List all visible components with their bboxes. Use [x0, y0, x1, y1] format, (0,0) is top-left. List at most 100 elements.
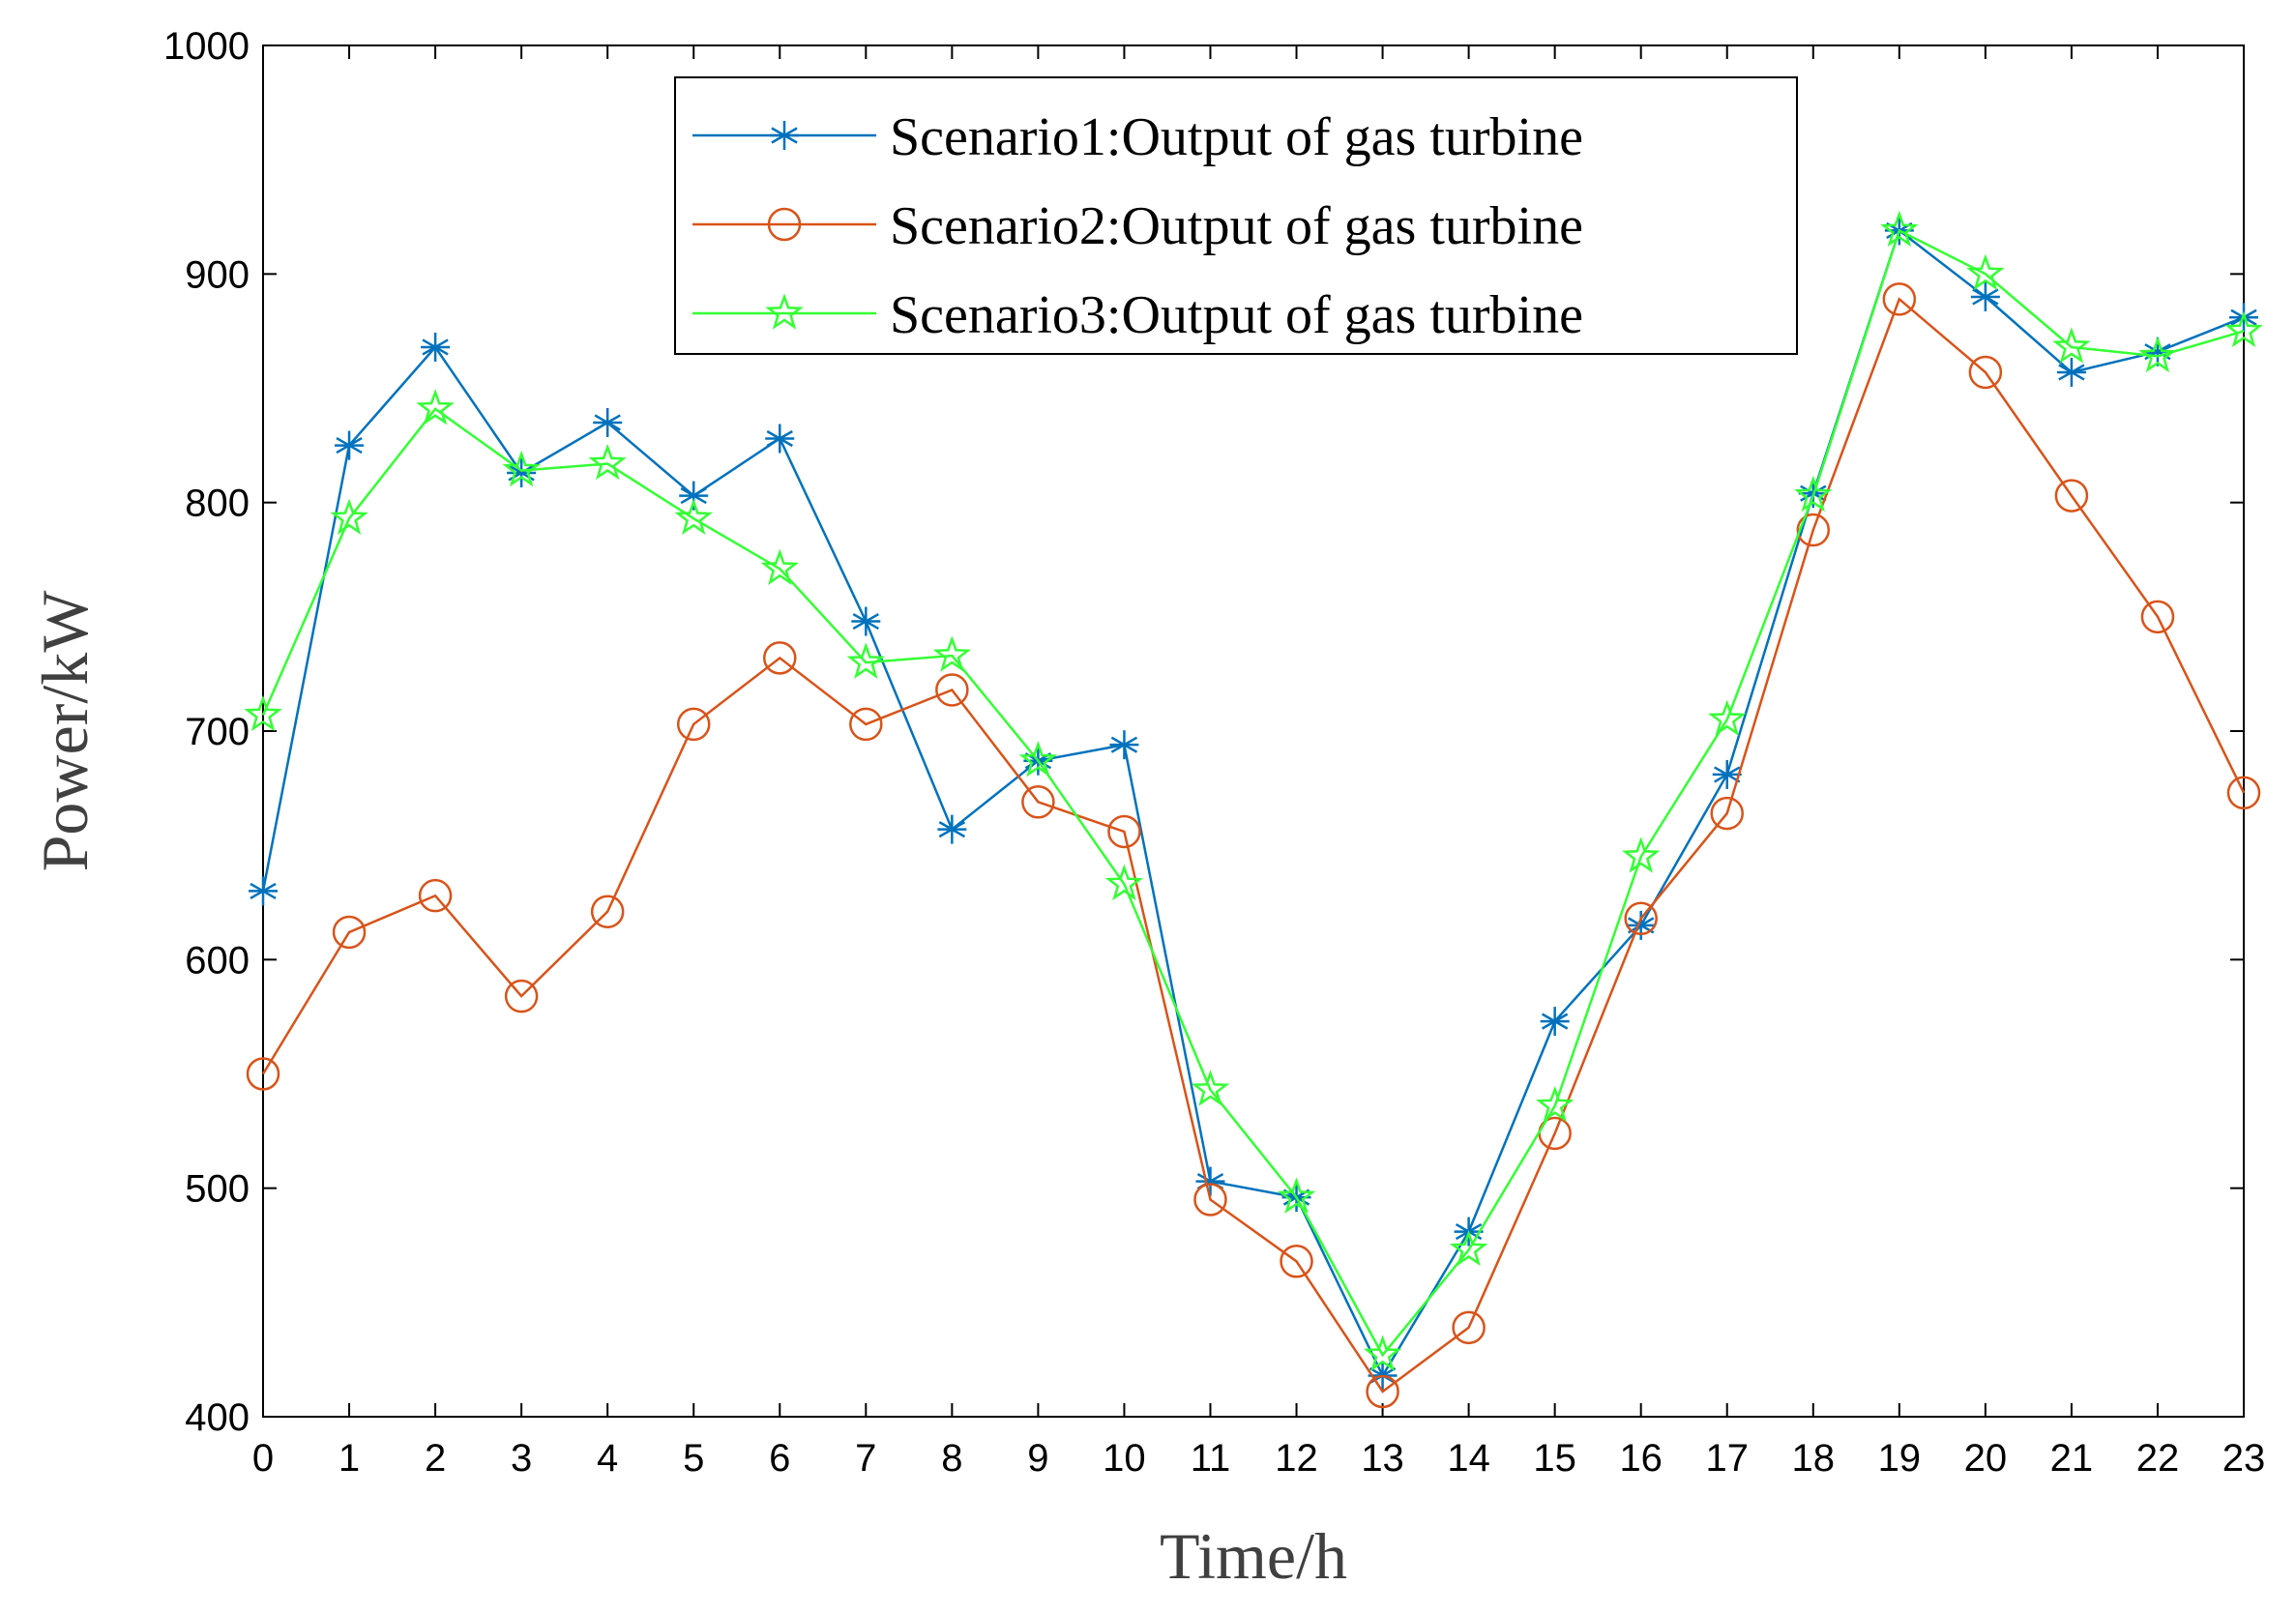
data-point — [246, 1057, 280, 1091]
x-tick-label: 9 — [1027, 1437, 1048, 1480]
y-tick-label: 800 — [185, 483, 250, 525]
legend-marker — [765, 293, 804, 330]
data-point — [588, 443, 627, 481]
data-point — [504, 979, 539, 1013]
series-line — [261, 228, 2245, 1358]
data-point — [1366, 1374, 1399, 1409]
x-tick-label: 22 — [2136, 1437, 2180, 1480]
data-point — [1109, 730, 1139, 760]
x-tick-label: 7 — [855, 1437, 876, 1480]
data-point — [1712, 759, 1742, 789]
x-tick-label: 10 — [1103, 1437, 1146, 1480]
x-tick-label: 20 — [1964, 1437, 2008, 1480]
legend-marker — [767, 207, 802, 242]
y-tick-label: 400 — [185, 1396, 250, 1439]
data-point — [760, 548, 799, 585]
data-point — [416, 389, 455, 426]
data-point — [502, 450, 541, 487]
x-tick-label: 19 — [1878, 1437, 1922, 1480]
x-axis-title: Time/h — [1160, 1519, 1347, 1593]
data-point — [763, 641, 797, 675]
data-point — [937, 814, 967, 844]
x-tick-label: 0 — [252, 1437, 274, 1480]
data-point — [846, 642, 885, 679]
data-point — [1708, 699, 1747, 736]
data-point — [851, 606, 881, 636]
y-tick-label: 700 — [185, 711, 250, 753]
x-tick-label: 14 — [1447, 1437, 1490, 1480]
x-tick-label: 16 — [1619, 1437, 1663, 1480]
data-point — [2056, 357, 2086, 387]
data-point — [1193, 1183, 1227, 1217]
x-tick-label: 8 — [941, 1437, 962, 1480]
x-tick-label: 4 — [597, 1437, 618, 1480]
series-line — [261, 297, 2246, 1394]
data-point — [1449, 1229, 1488, 1267]
data-point — [932, 635, 971, 672]
data-point — [2138, 336, 2177, 373]
data-point — [590, 895, 625, 928]
data-point — [1622, 836, 1661, 873]
y-tick-label: 1000 — [163, 25, 250, 68]
x-tick-label: 12 — [1275, 1437, 1318, 1480]
data-point — [1452, 1310, 1486, 1345]
legend-item: Scenario1:Output of gas turbine — [692, 107, 1583, 167]
data-point — [1277, 1177, 1316, 1214]
data-point — [1280, 1245, 1313, 1278]
data-point — [593, 407, 623, 437]
x-tick-label: 15 — [1533, 1437, 1576, 1480]
data-point — [2140, 600, 2175, 634]
x-tick-label: 21 — [2050, 1437, 2094, 1480]
x-tick-label: 1 — [339, 1437, 360, 1480]
legend: Scenario1:Output of gas turbine Scenario2… — [674, 76, 1798, 355]
data-point — [244, 694, 282, 732]
data-point — [335, 430, 365, 460]
legend-label: Scenario3:Output of gas turbine — [890, 285, 1583, 345]
legend-item: Scenario2:Output of gas turbine — [692, 196, 1583, 256]
series-2 — [246, 282, 2261, 1409]
data-point — [1540, 1007, 1570, 1037]
legend-label: Scenario1:Output of gas turbine — [890, 107, 1583, 167]
y-tick-label: 900 — [185, 253, 250, 296]
legend-box — [674, 76, 1798, 355]
x-tick-label: 3 — [511, 1437, 532, 1480]
data-point — [676, 707, 711, 742]
data-point — [1021, 785, 1055, 819]
data-point — [765, 424, 795, 454]
data-point — [1710, 796, 1744, 831]
legend-marker — [770, 121, 799, 150]
data-point — [1966, 253, 2005, 291]
data-point — [2226, 776, 2261, 810]
y-tick-label: 500 — [185, 1168, 250, 1211]
x-tick-label: 5 — [683, 1437, 704, 1480]
data-point — [418, 878, 453, 913]
data-point — [1968, 355, 2003, 390]
x-tick-label: 13 — [1361, 1437, 1404, 1480]
data-point — [1536, 1085, 1575, 1123]
data-point — [1970, 281, 2000, 311]
data-point — [1880, 210, 1919, 248]
data-point — [849, 707, 883, 742]
legend-label: Scenario2:Output of gas turbine — [890, 196, 1583, 256]
data-point — [1624, 901, 1658, 936]
x-tick-label: 23 — [2222, 1437, 2266, 1480]
data-point — [421, 332, 451, 362]
x-tick-label: 17 — [1705, 1437, 1749, 1480]
data-point — [1794, 475, 1833, 513]
x-axis: 0 1 2 3 4 5 6 7 8 9 10 11 12 13 14 15 16 17 18 19 20 21 22 23 — [252, 45, 2265, 1480]
data-point — [2224, 310, 2263, 348]
x-tick-label: 11 — [1191, 1437, 1231, 1480]
data-point — [1191, 1070, 1230, 1106]
data-point — [332, 915, 367, 950]
series-layer — [244, 210, 2263, 1409]
data-point — [330, 498, 368, 535]
y-axis: 400 500 600 700 800 900 1000 — [163, 25, 2244, 1439]
data-point — [1195, 1166, 1225, 1196]
data-point — [1882, 282, 1917, 316]
data-point — [674, 498, 713, 535]
series-3 — [244, 210, 2263, 1371]
data-point — [1107, 814, 1141, 849]
legend-item: Scenario3:Output of gas turbine — [692, 285, 1583, 345]
data-point — [1363, 1335, 1402, 1371]
x-tick-label: 6 — [769, 1437, 790, 1480]
